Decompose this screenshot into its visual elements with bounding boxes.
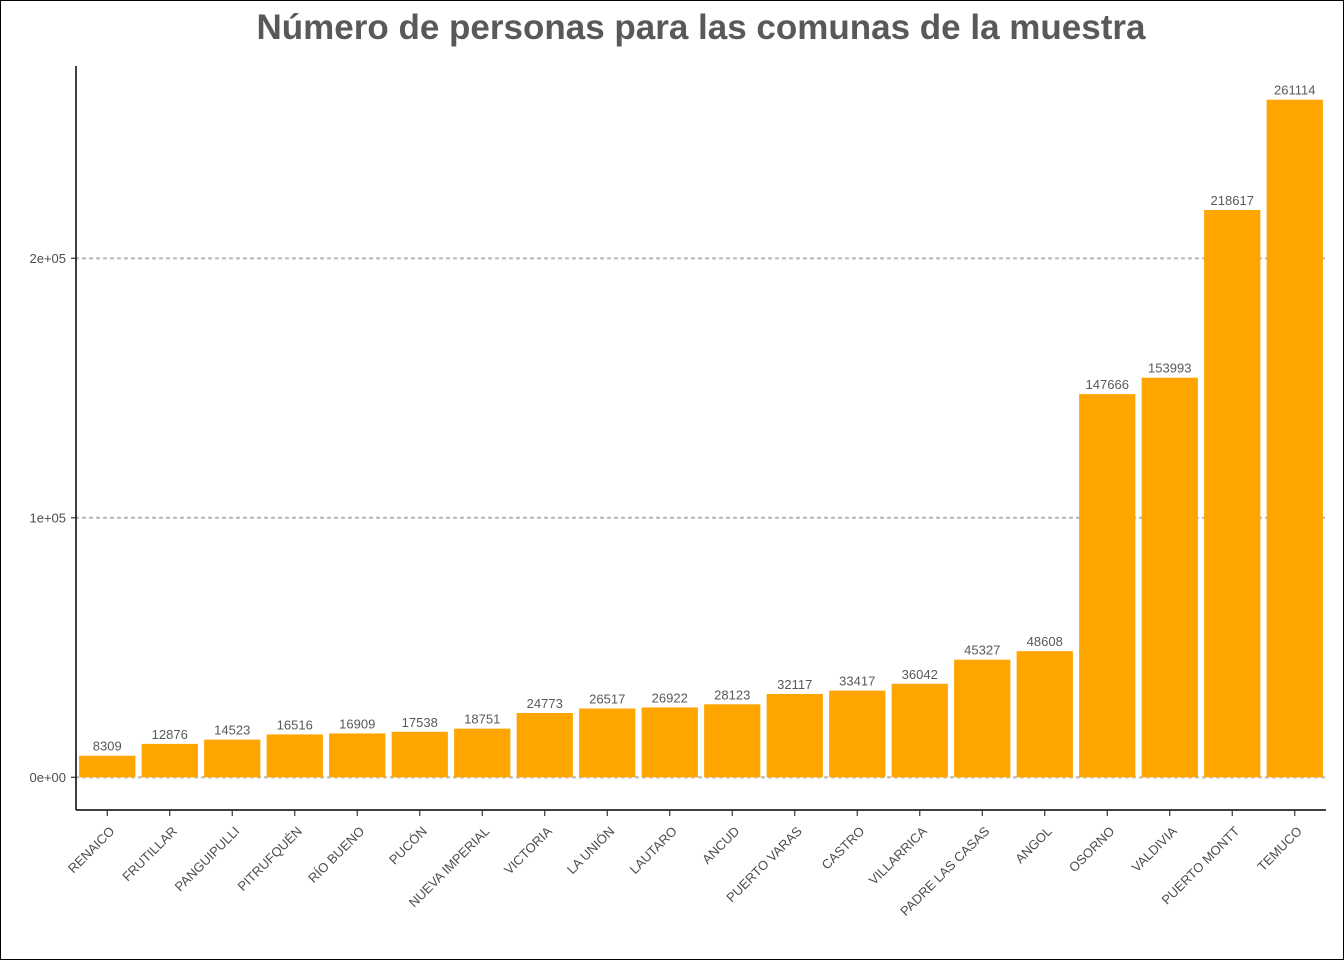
x-tick-label: RÍO BUENO [305, 824, 367, 886]
data-label: 32117 [777, 677, 812, 692]
data-label: 18751 [464, 712, 500, 727]
data-label: 16516 [277, 717, 313, 732]
bar [704, 704, 761, 778]
bar [891, 683, 948, 778]
bar [641, 707, 698, 778]
data-label: 26517 [589, 691, 625, 706]
bars [79, 99, 1323, 778]
bar [454, 728, 511, 778]
x-tick-label: ANGOL [1012, 824, 1055, 867]
data-label: 24773 [527, 696, 563, 711]
x-tick-label: LAUTARO [627, 824, 680, 877]
x-tick-label: VALDIVIA [1129, 823, 1181, 875]
chart-title: Número de personas para las comunas de l… [256, 8, 1146, 47]
y-tick-label: 2e+05 [29, 251, 66, 266]
x-tick-label: PANGUIPULLI [172, 824, 243, 895]
bar [579, 708, 636, 778]
bar [266, 734, 323, 778]
axes [75, 66, 1326, 811]
data-label: 8309 [93, 739, 122, 754]
bar [829, 690, 886, 778]
x-tick-label: LA UNIÓN [564, 824, 618, 878]
y-tick-label: 0e+00 [29, 770, 66, 785]
data-label: 16909 [339, 716, 375, 731]
x-tick-label: TEMUCO [1254, 824, 1304, 874]
bar [1016, 651, 1073, 778]
bar [1204, 209, 1261, 778]
gridlines [74, 257, 1328, 779]
x-tick-label: FRUTILLAR [119, 824, 180, 885]
data-label: 28123 [714, 687, 750, 702]
y-tick-label: 1e+05 [29, 510, 66, 525]
bar [391, 731, 448, 778]
data-label: 26922 [652, 690, 688, 705]
x-tick-label: RENAICO [65, 824, 117, 876]
bar [766, 693, 823, 778]
data-label: 36042 [902, 667, 938, 682]
bar [1141, 377, 1198, 778]
bar [79, 755, 136, 778]
x-tick-label: OSORNO [1066, 824, 1117, 875]
data-label: 12876 [152, 727, 188, 742]
bar [329, 733, 386, 778]
data-label: 33417 [839, 674, 875, 689]
x-tick-label: PUCÓN [386, 824, 430, 868]
bar [141, 743, 198, 778]
data-label: 218617 [1211, 193, 1254, 208]
x-tick-label: PITRUFQUÉN [235, 824, 305, 894]
data-labels: 8309 12876 14523 16516 16909 17538 18751 24773 2… [93, 83, 1316, 754]
data-label: 45327 [964, 643, 1000, 658]
data-label: 147666 [1086, 377, 1129, 392]
bar [516, 713, 573, 778]
bar [1266, 99, 1323, 778]
x-tick-label: ANCUD [699, 824, 742, 867]
data-label: 14523 [214, 723, 250, 738]
bar [204, 739, 261, 778]
y-axis-ticks: 0e+00 1e+05 2e+05 [29, 251, 76, 785]
data-label: 153993 [1148, 361, 1191, 376]
x-tick-label: VILLARRICA [866, 823, 930, 887]
bar [954, 659, 1011, 778]
bar [1079, 394, 1136, 778]
data-label: 261114 [1274, 83, 1315, 98]
data-label: 17538 [402, 715, 438, 730]
data-label: 48608 [1027, 634, 1063, 649]
x-tick-label: VICTORIA [501, 823, 555, 877]
x-tick-label: CASTRO [818, 824, 867, 873]
